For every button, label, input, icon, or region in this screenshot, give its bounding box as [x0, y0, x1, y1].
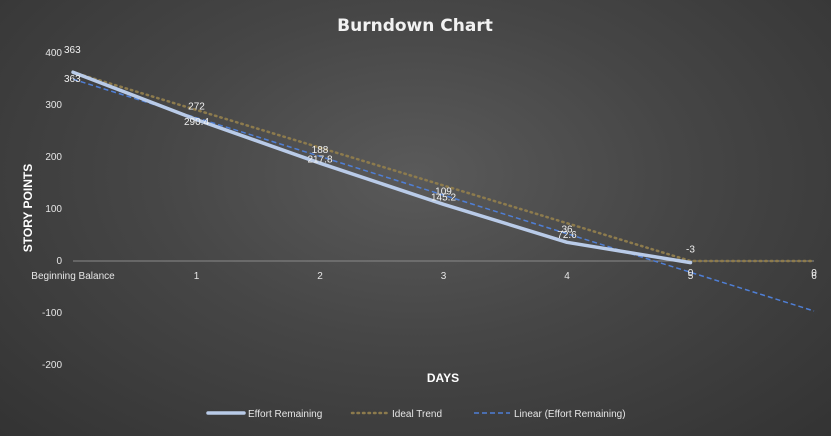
- x-tick-label: 1: [194, 271, 200, 282]
- x-tick-label: 2: [317, 271, 323, 282]
- data-label: 0: [811, 268, 817, 279]
- data-label: 272: [188, 102, 205, 113]
- series-line-0: [71, 70, 693, 265]
- x-tick-label: 6: [811, 271, 817, 282]
- y-axis-title: STORY POINTS: [21, 164, 35, 252]
- y-tick-label: 300: [45, 100, 62, 111]
- data-label: 36: [561, 224, 573, 235]
- data-label: 188: [312, 145, 329, 156]
- data-label: 109: [435, 186, 452, 197]
- y-tick-label: 400: [45, 48, 62, 59]
- data-label: 217.8: [307, 155, 332, 166]
- y-tick-label: 200: [45, 152, 62, 163]
- x-tick-label: Beginning Balance: [31, 271, 115, 282]
- data-label: 363: [64, 74, 81, 85]
- data-label: 72.6: [557, 230, 577, 241]
- x-tick-label: 4: [564, 271, 570, 282]
- x-tick-label: 5: [688, 271, 694, 282]
- legend-entry: Ideal Trend: [392, 409, 442, 420]
- series-line-1: [71, 70, 816, 263]
- data-label: 0: [688, 268, 694, 279]
- legend: Effort Remaining Ideal Trend Linear (Effor…: [206, 409, 626, 420]
- legend-entry: Linear (Effort Remaining): [514, 409, 626, 420]
- data-label: 363: [64, 45, 81, 56]
- y-tick-label: 0: [56, 256, 62, 267]
- x-axis-title: DAYS: [427, 371, 459, 385]
- legend-entry: Effort Remaining: [248, 409, 322, 420]
- y-tick-label: 100: [45, 204, 62, 215]
- data-label: 290.4: [184, 117, 209, 128]
- data-label: 145.2: [431, 192, 456, 203]
- x-tick-label: 3: [441, 271, 447, 282]
- y-tick-label: -100: [42, 308, 62, 319]
- chart-title: Burndown Chart: [337, 16, 493, 36]
- y-tick-label: -200: [42, 360, 62, 371]
- data-label: -3: [686, 245, 695, 256]
